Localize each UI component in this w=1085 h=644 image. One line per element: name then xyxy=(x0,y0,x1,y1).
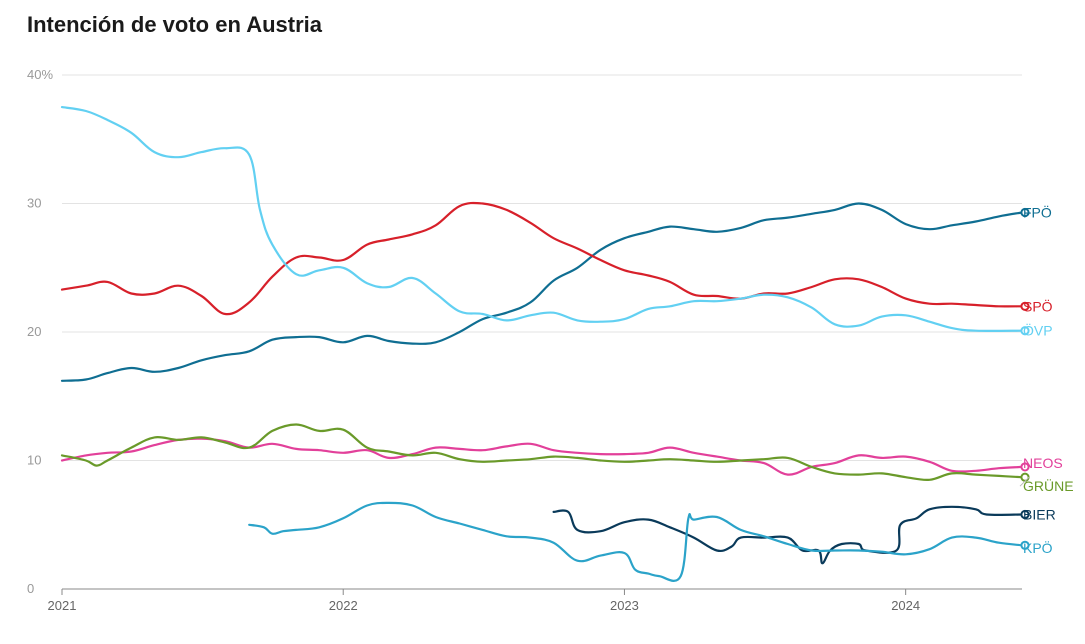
series-label-grne: GRÜNE xyxy=(1023,477,1074,494)
end-markers xyxy=(1020,207,1030,550)
series-line-grne xyxy=(60,423,1024,482)
x-axis: 2021 2022 2023 2024 xyxy=(48,589,920,613)
y-axis-ticks: 0 10 20 30 40% xyxy=(27,67,53,596)
series-line-bier xyxy=(552,505,1024,565)
series-line-vp xyxy=(60,106,1024,333)
y-tick-label: 10 xyxy=(27,453,41,468)
series-line-neos xyxy=(60,437,1024,476)
end-marker-bier xyxy=(1020,509,1030,520)
x-tick-label: 2024 xyxy=(891,598,920,613)
series-label-kp: KPÖ xyxy=(1023,539,1053,556)
end-marker-fp xyxy=(1020,207,1030,218)
gridlines xyxy=(62,74,1022,590)
x-tick-label: 2021 xyxy=(48,598,77,613)
series-label-vp: ÖVP xyxy=(1023,322,1053,339)
x-tick-label: 2023 xyxy=(610,598,639,613)
x-tick-label: 2022 xyxy=(329,598,358,613)
end-marker-sp xyxy=(1020,301,1030,311)
label-leader xyxy=(1019,476,1030,487)
series-line-kp xyxy=(248,501,1024,582)
series-label-sp: SPÖ xyxy=(1023,297,1053,314)
y-tick-label: 0 xyxy=(27,581,34,596)
end-marker-neos xyxy=(1020,462,1030,472)
series-label-neos: NEOS xyxy=(1023,455,1063,471)
series-line-sp xyxy=(60,201,1024,316)
chart-title: Intención de voto en Austria xyxy=(27,12,322,37)
series-label-fp: FPÖ xyxy=(1023,203,1052,220)
series-labels: FPÖ SPÖ ÖVP NEOS GRÜNE BIER KPÖ xyxy=(1019,203,1074,556)
series-label-bier: BIER xyxy=(1023,506,1056,522)
series-lines xyxy=(60,106,1024,582)
y-tick-label: 30 xyxy=(27,196,41,211)
end-marker-kp xyxy=(1020,540,1030,550)
y-tick-label: 40% xyxy=(27,67,53,82)
y-tick-label: 20 xyxy=(27,324,41,339)
series-line-fp xyxy=(60,202,1024,382)
end-marker-vp xyxy=(1020,326,1030,336)
